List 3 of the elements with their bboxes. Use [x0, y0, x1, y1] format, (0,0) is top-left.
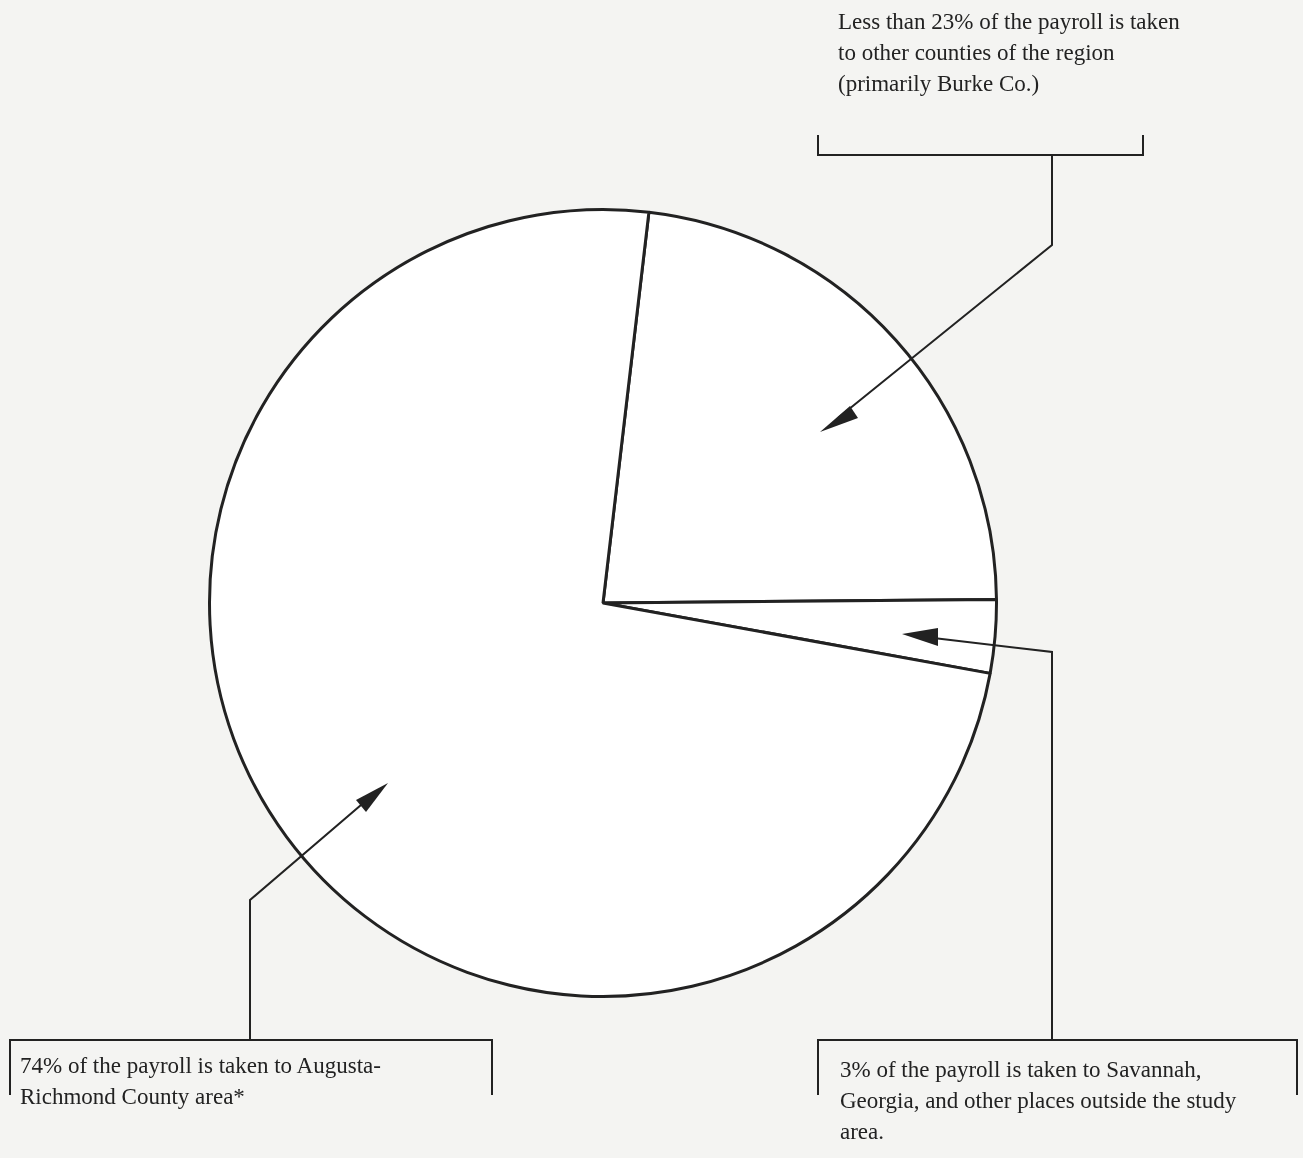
slice-label: Less than 23% of the payroll is taken to other counties of the region (primarily Burke Co.) — [838, 8, 1181, 98]
slice-label: 3% of the payroll is taken to Savannah, Georgia, and other places outside the study area. — [840, 1056, 1238, 1146]
slice-label: 74% of the payroll is taken to Augusta-Richmond County area* — [20, 1052, 382, 1111]
